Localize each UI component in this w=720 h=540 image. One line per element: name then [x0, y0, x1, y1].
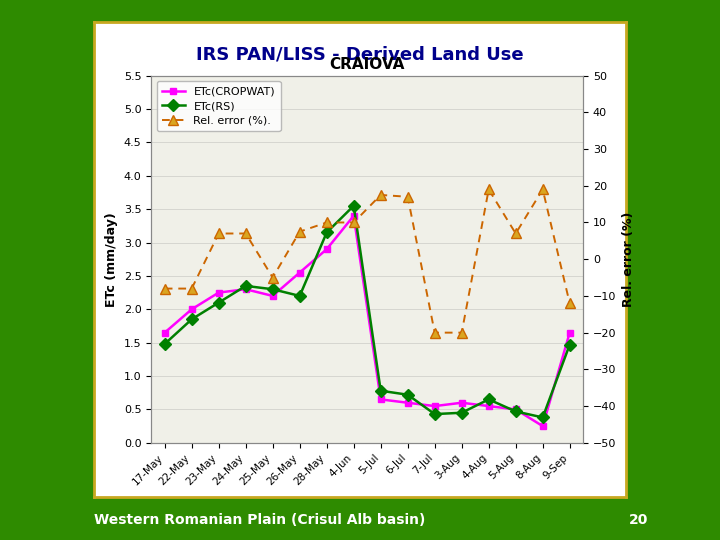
- Y-axis label: ETc (mm/day): ETc (mm/day): [105, 212, 118, 307]
- Title: CRAIOVA: CRAIOVA: [330, 57, 405, 72]
- Text: Western Romanian Plain (Crisul Alb basin): Western Romanian Plain (Crisul Alb basin…: [94, 512, 425, 526]
- Text: IRS PAN/LISS - Derived Land Use: IRS PAN/LISS - Derived Land Use: [196, 45, 524, 63]
- Y-axis label: Rel. error (%): Rel. error (%): [622, 212, 635, 307]
- Legend: ETc(CROPWAT), ETc(RS), Rel. error (%).: ETc(CROPWAT), ETc(RS), Rel. error (%).: [157, 81, 281, 131]
- Text: 20: 20: [629, 512, 648, 526]
